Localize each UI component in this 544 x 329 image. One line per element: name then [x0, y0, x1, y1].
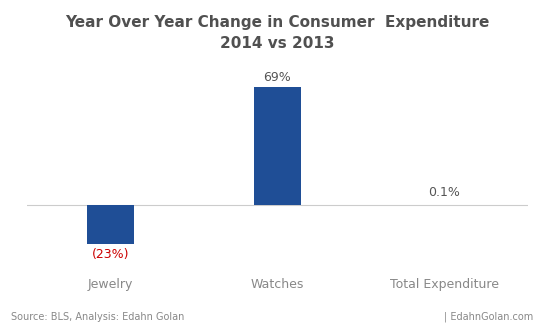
Text: 0.1%: 0.1%: [428, 186, 460, 199]
Text: Source: BLS, Analysis: Edahn Golan: Source: BLS, Analysis: Edahn Golan: [11, 313, 184, 322]
Title: Year Over Year Change in Consumer  Expenditure
2014 vs 2013: Year Over Year Change in Consumer Expend…: [65, 15, 490, 51]
Bar: [254, 87, 301, 205]
Text: (23%): (23%): [92, 247, 129, 261]
Bar: [87, 205, 134, 244]
Text: | EdahnGolan.com: | EdahnGolan.com: [444, 312, 533, 322]
Text: 69%: 69%: [263, 71, 292, 84]
